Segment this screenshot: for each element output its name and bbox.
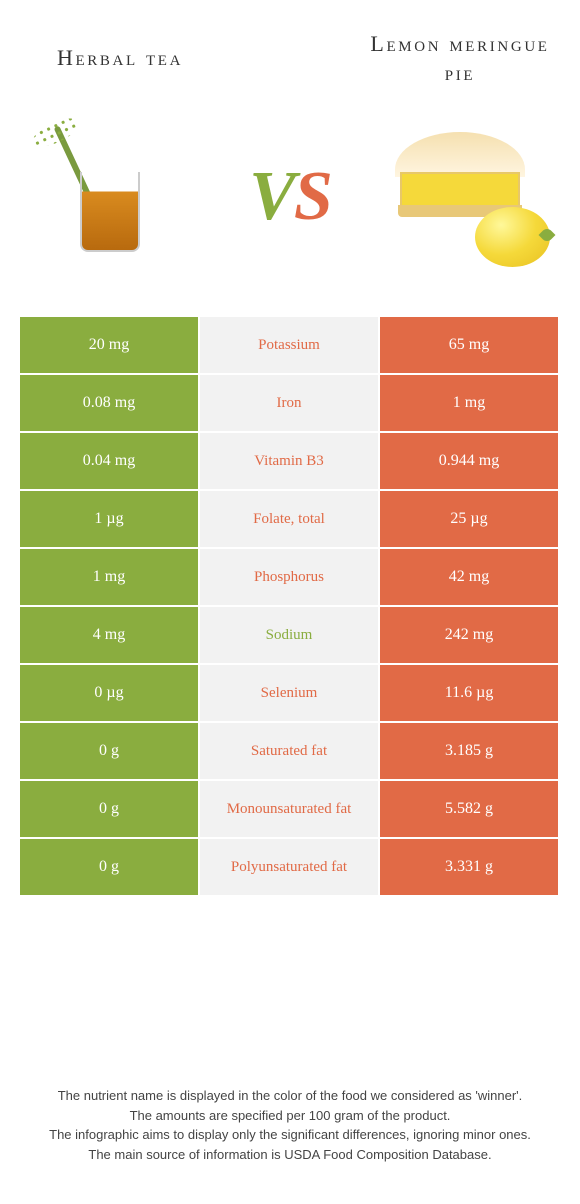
footer-notes: The nutrient name is displayed in the co…: [30, 1086, 550, 1164]
table-row: 0 gPolyunsaturated fat3.331 g: [20, 839, 560, 895]
left-value-cell: 20 mg: [20, 317, 198, 373]
left-value-cell: 0.04 mg: [20, 433, 198, 489]
nutrient-label-cell: Monounsaturated fat: [200, 781, 378, 837]
left-value-cell: 0 µg: [20, 665, 198, 721]
header: Herbal tea Lemon meringue pie: [0, 0, 580, 97]
table-row: 0.04 mgVitamin B30.944 mg: [20, 433, 560, 489]
nutrient-label-cell: Selenium: [200, 665, 378, 721]
left-value-cell: 1 µg: [20, 491, 198, 547]
left-value-cell: 1 mg: [20, 549, 198, 605]
vs-v: V: [249, 158, 294, 235]
right-value-cell: 65 mg: [380, 317, 558, 373]
footer-line: The amounts are specified per 100 gram o…: [30, 1106, 550, 1126]
table-row: 1 mgPhosphorus42 mg: [20, 549, 560, 605]
right-value-cell: 3.331 g: [380, 839, 558, 895]
table-row: 0 µgSelenium11.6 µg: [20, 665, 560, 721]
left-value-cell: 0 g: [20, 781, 198, 837]
right-value-cell: 0.944 mg: [380, 433, 558, 489]
right-food-title: Lemon meringue pie: [360, 30, 560, 87]
nutrient-label-cell: Polyunsaturated fat: [200, 839, 378, 895]
nutrient-label-cell: Folate, total: [200, 491, 378, 547]
footer-line: The main source of information is USDA F…: [30, 1145, 550, 1165]
table-row: 20 mgPotassium65 mg: [20, 317, 560, 373]
right-value-cell: 25 µg: [380, 491, 558, 547]
left-value-cell: 4 mg: [20, 607, 198, 663]
table-row: 4 mgSodium242 mg: [20, 607, 560, 663]
left-value-cell: 0 g: [20, 723, 198, 779]
right-value-cell: 42 mg: [380, 549, 558, 605]
table-row: 0 gMonounsaturated fat5.582 g: [20, 781, 560, 837]
nutrient-label-cell: Phosphorus: [200, 549, 378, 605]
left-value-cell: 0 g: [20, 839, 198, 895]
footer-line: The infographic aims to display only the…: [30, 1125, 550, 1145]
herbal-tea-icon: [65, 142, 155, 252]
right-value-cell: 5.582 g: [380, 781, 558, 837]
right-food-image: [380, 112, 560, 282]
footer-line: The nutrient name is displayed in the co…: [30, 1086, 550, 1106]
right-value-cell: 3.185 g: [380, 723, 558, 779]
images-row: VS: [0, 97, 580, 317]
nutrient-label-cell: Sodium: [200, 607, 378, 663]
left-food-title: Herbal tea: [20, 44, 220, 73]
vs-s: S: [294, 158, 331, 235]
table-row: 0.08 mgIron1 mg: [20, 375, 560, 431]
nutrient-table: 20 mgPotassium65 mg0.08 mgIron1 mg0.04 m…: [20, 317, 560, 895]
left-value-cell: 0.08 mg: [20, 375, 198, 431]
left-food-image: [20, 112, 200, 282]
right-value-cell: 11.6 µg: [380, 665, 558, 721]
right-value-cell: 1 mg: [380, 375, 558, 431]
right-value-cell: 242 mg: [380, 607, 558, 663]
nutrient-label-cell: Vitamin B3: [200, 433, 378, 489]
table-row: 1 µgFolate, total25 µg: [20, 491, 560, 547]
lemon-pie-icon: [385, 122, 555, 272]
nutrient-label-cell: Potassium: [200, 317, 378, 373]
vs-label: VS: [249, 157, 331, 237]
nutrient-label-cell: Saturated fat: [200, 723, 378, 779]
nutrient-label-cell: Iron: [200, 375, 378, 431]
table-row: 0 gSaturated fat3.185 g: [20, 723, 560, 779]
